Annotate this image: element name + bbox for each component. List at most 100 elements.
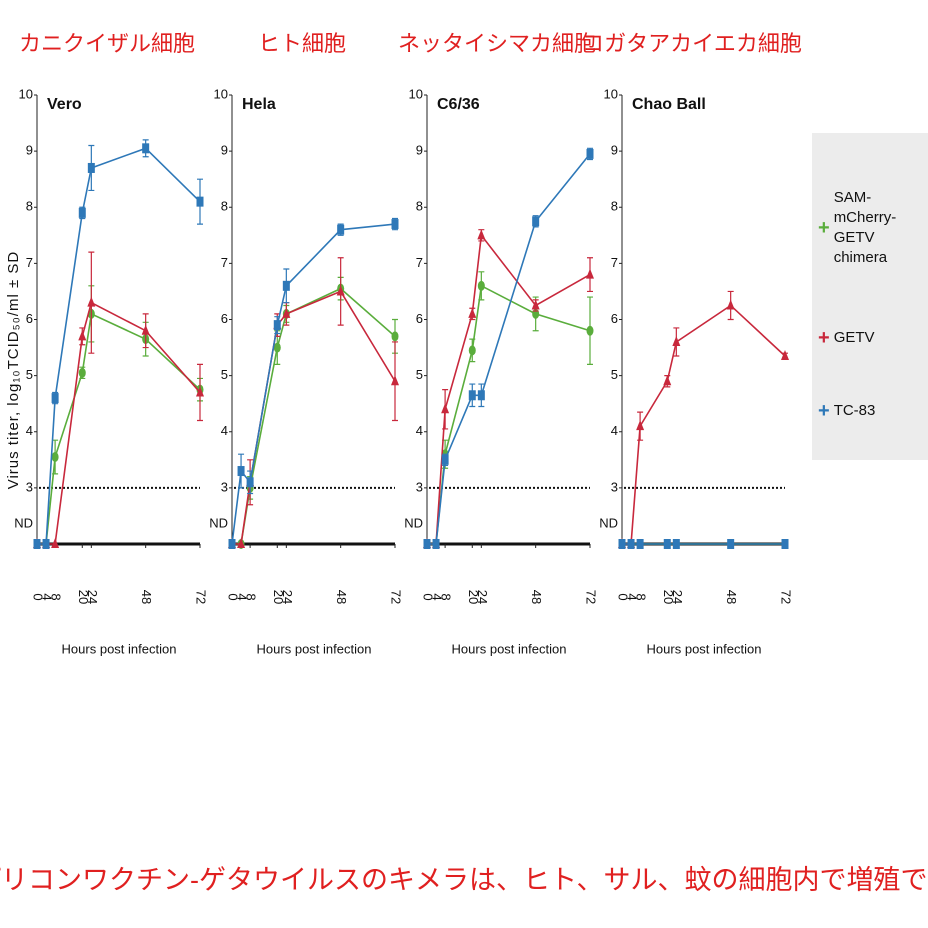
point [228,539,236,549]
panel-title: Vero [47,96,82,113]
point [627,539,635,549]
x-tick-label: 0 [616,593,631,600]
point [78,207,86,218]
series-line [427,153,591,545]
y-tick-label: ND [209,515,228,530]
y-tick-label: 10 [604,86,618,101]
x-axis-label: Hours post infection [62,641,177,656]
point [337,224,345,235]
x-tick-label: 4 [430,593,445,600]
point [42,539,50,549]
x-tick-label: 0 [421,593,436,600]
point [663,539,671,549]
x-tick-label: 20 [661,590,676,604]
point [196,196,204,207]
series-line [37,312,201,545]
point [636,420,645,431]
point [78,330,87,341]
point [336,285,345,296]
point [441,403,450,414]
x-tick-label: 0 [226,593,241,600]
point [726,299,735,310]
point [141,324,150,335]
x-tick-label: 20 [76,590,91,604]
x-tick-label: 24 [85,590,100,604]
point [781,349,789,360]
y-tick-label: 4 [26,423,33,438]
panel-header: コガタアカイエカ細胞 [582,31,802,56]
series-line [427,284,591,545]
x-tick-label: 48 [334,590,349,604]
point [468,345,476,356]
x-tick-label: 8 [439,593,454,600]
y-tick-label: 6 [416,311,423,326]
series-line [232,290,396,545]
point [636,539,644,549]
x-tick-label: 72 [584,590,599,604]
y-tick-label: 4 [221,423,228,438]
caption: レプリコンワクチン-ゲタウイルスのキメラは、ヒト、サル、蚊の細胞内で増殖できる [0,865,928,895]
series-line [427,233,591,545]
panel-header: ヒト細胞 [258,31,346,56]
x-tick-label: 48 [529,590,544,604]
x-tick-label: 4 [625,593,640,600]
x-tick-label: 72 [389,590,404,604]
point [672,539,680,549]
y-tick-label: 8 [221,199,228,214]
x-tick-label: 8 [634,593,649,600]
series-line [232,287,396,545]
series-line [231,223,396,545]
x-tick-label: 72 [194,590,209,604]
x-tick-label: 24 [280,590,295,604]
point [586,268,594,279]
point [273,342,281,353]
point [781,539,789,549]
panel-title: Hela [242,96,276,113]
point [586,148,594,159]
point [672,335,681,346]
legend-item: + GETV [818,327,875,349]
point [87,162,95,173]
y-tick-label: ND [404,515,423,530]
y-tick-label: ND [599,515,618,530]
point [282,307,291,318]
legend-label: SAM-mCherry-GETV chimera [833,189,897,266]
x-axis-label: Hours post infection [452,641,567,656]
point [196,386,204,397]
x-tick-label: 8 [49,593,64,600]
y-tick-label: 7 [26,255,33,270]
legend-label: TC-83 [833,402,876,419]
point [423,539,431,549]
point [468,307,477,318]
series-line [37,301,201,545]
y-tick-label: 4 [416,423,423,438]
y-tick-label: 9 [611,143,618,158]
point [391,219,399,230]
x-tick-label: 24 [670,590,685,604]
y-tick-label: 7 [611,255,618,270]
y-tick-label: 3 [221,479,228,494]
legend-label: GETV [833,329,875,346]
point [727,539,735,549]
panel-title: Chao Ball [632,96,706,113]
x-axis-label: Hours post infection [257,641,372,656]
point [237,466,245,477]
panel-header: カニクイザル細胞 [19,31,195,56]
y-tick-label: 3 [26,479,33,494]
x-tick-label: 48 [724,590,739,604]
point [531,299,540,310]
point [51,538,60,548]
point [51,452,59,463]
y-tick-label: 8 [26,199,33,214]
point [477,390,485,401]
x-tick-label: 72 [779,590,794,604]
point [282,280,290,291]
y-tick-label: 8 [416,199,423,214]
point [663,375,672,386]
point [586,325,594,336]
panel-title: C6/36 [437,96,480,113]
y-tick-label: 10 [409,86,423,101]
y-tick-label: 9 [416,143,423,158]
